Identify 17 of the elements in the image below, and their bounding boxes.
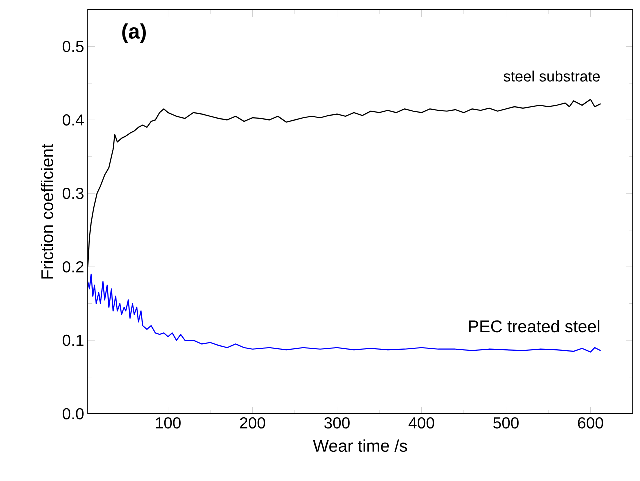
x-tick-label: 100 (156, 418, 181, 429)
y-tick-label: 0.4 (62, 114, 84, 126)
x-tick-label: 400 (408, 418, 434, 429)
y-tick-label: 0.3 (62, 188, 84, 200)
series-label: PEC treated steel (469, 320, 600, 333)
x-tick-label: 300 (324, 418, 350, 429)
y-tick-label: 0.1 (62, 334, 84, 346)
y-tick-label: 0.2 (62, 261, 84, 273)
y-tick-label: 0.5 (62, 41, 84, 52)
x-tick-label: 600 (578, 418, 604, 429)
series-label: steel substrate (504, 70, 600, 82)
annotation: (a) (122, 24, 146, 44)
x-axis-title: Wear time /s (313, 440, 408, 452)
y-axis-title: Friction coefficient (41, 144, 54, 279)
x-tick-label: 200 (240, 418, 266, 429)
y-tick-label: 0.0 (62, 408, 84, 420)
x-tick-label: 500 (494, 418, 519, 429)
